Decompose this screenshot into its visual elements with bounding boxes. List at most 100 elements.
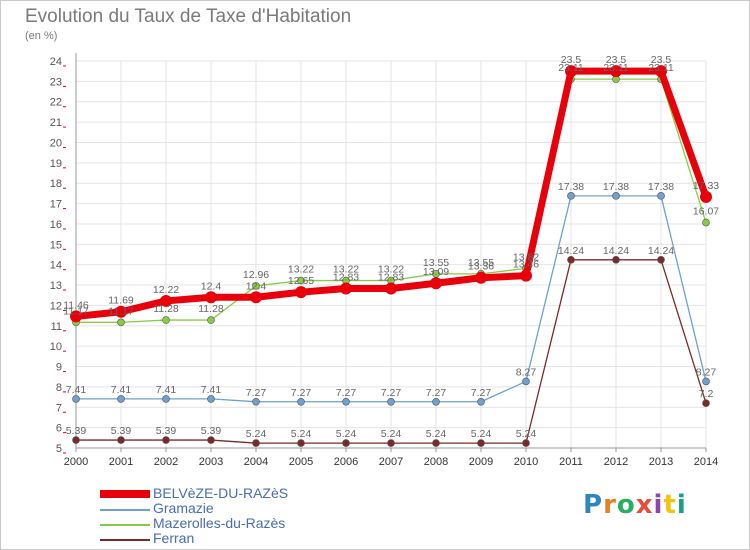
data-label-1: 7.27 <box>336 387 357 399</box>
legend-item-belveze: BELVèZE-DU-RAZèS <box>100 485 400 502</box>
series-point-0 <box>655 65 667 78</box>
data-label-1: 17.38 <box>603 181 629 193</box>
y-tick-label: 21 <box>50 117 62 129</box>
x-tick-label: 2010 <box>514 456 538 468</box>
x-tick-label: 2004 <box>244 456 268 468</box>
y-tick-label: 20 <box>50 137 62 149</box>
data-label-1: 7.41 <box>111 384 132 396</box>
series-point-3 <box>297 439 305 447</box>
data-label-3: 5.24 <box>246 428 267 440</box>
series-point-2 <box>117 318 125 327</box>
series-point-3 <box>522 439 530 447</box>
series-point-2 <box>252 282 260 290</box>
series-point-0 <box>115 305 127 318</box>
data-label-3: 5.24 <box>291 428 312 440</box>
x-tick-label: 2005 <box>289 456 313 468</box>
logo-letter: t <box>663 490 677 520</box>
legend-swatch <box>100 490 150 498</box>
legend-swatch <box>100 509 150 511</box>
data-label-2: 13.22 <box>378 264 404 276</box>
chart-title: Evolution du Taux de Taxe d'Habitation <box>25 6 352 27</box>
logo-letter: P <box>583 490 604 520</box>
series-point-1 <box>72 395 80 403</box>
logo-letter: x <box>635 490 654 520</box>
series-point-3 <box>567 255 575 264</box>
logo-letter: r <box>603 490 617 520</box>
x-tick-label: 2009 <box>469 456 493 468</box>
x-tick-label: 2011 <box>559 456 583 468</box>
series-point-2 <box>702 218 710 227</box>
series-point-0 <box>475 271 487 284</box>
x-tick-label: 2002 <box>154 456 178 468</box>
axes: 5 6 7 8 9 10 11 12 13 14 15 16 17 18 19 20 21 22 23 24 2000 2… <box>50 53 718 468</box>
y-tick-label: 14 <box>50 260 62 272</box>
x-tick-label: 2014 <box>694 456 718 468</box>
data-label-0: 11.69 <box>108 295 134 307</box>
data-label-0: 13.09 <box>423 266 449 278</box>
series-point-3 <box>657 255 665 264</box>
logo-letter: i <box>653 490 664 520</box>
series-point-3 <box>702 399 710 407</box>
data-label-0: 11.46 <box>63 299 89 311</box>
y-tick-label: 17 <box>50 199 62 211</box>
y-tick-label: 18 <box>50 178 62 190</box>
data-label-3: 5.39 <box>111 425 132 437</box>
logo-letter: i <box>676 490 687 520</box>
legend: BELVèZE-DU-RAZèS Gramazie Mazerolles-du-… <box>100 485 400 547</box>
series-point-2 <box>297 276 305 285</box>
y-tick-label: 13 <box>50 280 62 292</box>
data-label-1: 7.27 <box>246 387 267 399</box>
series-point-1 <box>567 192 575 200</box>
data-label-3: 5.24 <box>426 428 447 440</box>
y-tick-label: 15 <box>50 239 62 251</box>
series-point-3 <box>477 439 485 447</box>
legend-label: Gramazie <box>153 500 214 516</box>
data-label-3: 14.24 <box>558 245 584 257</box>
y-tick-label: 9 <box>56 362 62 374</box>
series-point-1 <box>432 397 440 406</box>
series-point-1 <box>387 397 395 406</box>
data-label-3: 5.24 <box>336 428 357 440</box>
series-point-1 <box>162 395 170 403</box>
series-point-3 <box>432 439 440 447</box>
data-label-1: 8.27 <box>516 366 537 378</box>
data-label-2: 13.22 <box>333 264 359 276</box>
data-label-1: 7.41 <box>201 384 222 396</box>
data-label-2: 13.55 <box>468 257 494 269</box>
y-tick-label: 24 <box>50 56 62 68</box>
data-label-1: 17.38 <box>558 181 584 193</box>
series-point-1 <box>207 395 215 403</box>
series-point-3 <box>252 439 260 447</box>
data-label-1: 7.27 <box>381 387 402 399</box>
data-label-1: 17.38 <box>648 181 674 193</box>
series-point-1 <box>342 397 350 406</box>
y-tick-label: 11 <box>51 321 62 333</box>
data-label-3: 5.39 <box>156 425 177 437</box>
series-point-0 <box>340 282 352 295</box>
data-label-0: 17.33 <box>693 180 719 192</box>
series-point-1 <box>657 192 665 200</box>
x-tick-label: 2003 <box>199 456 223 468</box>
y-tick-label: 19 <box>50 158 62 170</box>
data-label-0: 12.4 <box>201 280 222 292</box>
series-point-1 <box>117 395 125 403</box>
x-tick-label: 2007 <box>379 456 403 468</box>
x-tick-label: 2012 <box>604 456 628 468</box>
data-label-3: 5.24 <box>516 428 537 440</box>
data-label-3: 5.39 <box>201 425 222 437</box>
y-tick-label: 5 <box>56 443 62 455</box>
series-point-1 <box>702 377 710 386</box>
x-tick-label: 2013 <box>649 456 673 468</box>
y-tick-label: 10 <box>50 341 62 353</box>
series-point-3 <box>117 436 125 444</box>
data-label-0: 12.83 <box>333 272 359 284</box>
series-point-0 <box>430 277 442 290</box>
data-label-0: 13.46 <box>513 259 539 271</box>
series-point-0 <box>160 294 172 307</box>
data-label-2: 23.11 <box>603 62 629 74</box>
series-point-0 <box>70 310 82 323</box>
series-point-3 <box>72 436 80 444</box>
data-label-0: 23.5 <box>561 54 582 66</box>
